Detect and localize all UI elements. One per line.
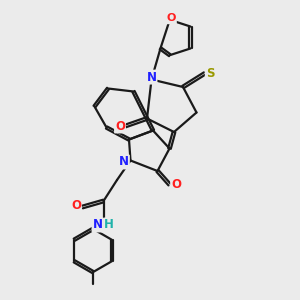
Text: O: O — [71, 199, 81, 212]
Text: O: O — [167, 13, 176, 23]
Text: S: S — [206, 67, 214, 80]
Text: O: O — [115, 119, 125, 133]
Text: N: N — [119, 155, 129, 169]
Text: N: N — [146, 70, 157, 84]
Text: O: O — [171, 178, 181, 191]
Text: N: N — [92, 218, 103, 232]
Text: H: H — [104, 218, 114, 232]
